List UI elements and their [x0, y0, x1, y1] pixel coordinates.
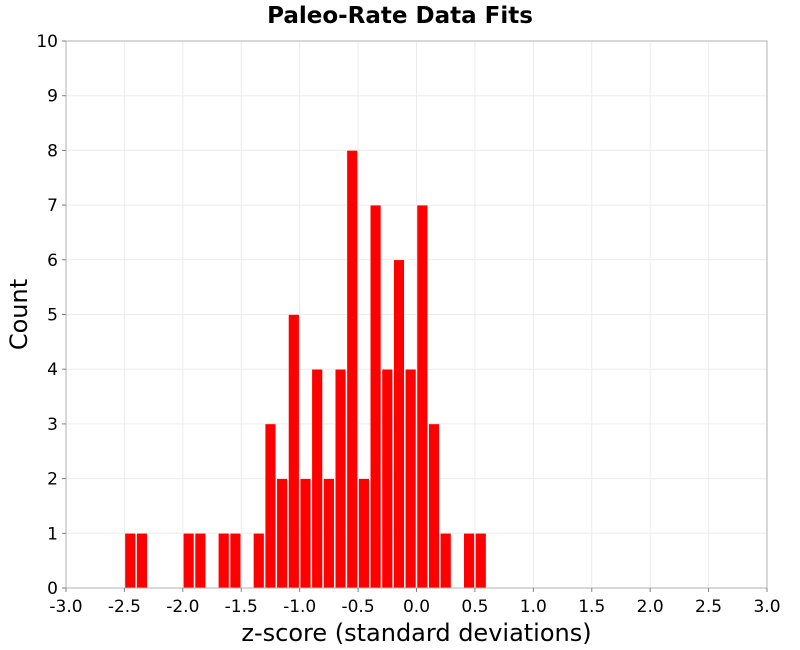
x-tick-label: -0.5	[341, 597, 374, 617]
histogram-bar	[393, 259, 405, 589]
histogram-bar	[288, 314, 300, 589]
y-tick-label: 10	[36, 32, 58, 52]
x-tick-label: -1.0	[283, 597, 316, 617]
chart-title: Paleo-Rate Data Fits	[267, 3, 533, 29]
y-tick-label: 2	[47, 470, 58, 490]
histogram-bar	[416, 204, 428, 589]
histogram-bar	[124, 533, 136, 589]
y-tick-label: 9	[47, 87, 58, 107]
x-tick-label: 2.0	[637, 597, 664, 617]
histogram-bar	[183, 533, 195, 589]
histogram-bar	[440, 533, 452, 589]
histogram-bar	[276, 478, 288, 589]
y-tick-label: 0	[47, 579, 58, 599]
histogram-bar	[218, 533, 230, 589]
histogram-bar	[299, 478, 312, 589]
y-tick-label: 3	[47, 415, 58, 435]
y-axis-label: Count	[5, 279, 33, 350]
y-tick-label: 6	[47, 251, 58, 271]
histogram-bar	[428, 423, 440, 589]
histogram-bar	[463, 533, 475, 589]
x-tick-label: 0.5	[461, 597, 488, 617]
histogram-bar	[381, 368, 393, 589]
x-tick-label: -2.5	[108, 597, 141, 617]
histogram-bars	[124, 150, 487, 589]
x-tick-label: 0.0	[403, 597, 430, 617]
x-tick-label: 2.5	[695, 597, 722, 617]
histogram-bar	[311, 368, 323, 589]
histogram-bar	[264, 423, 277, 589]
histogram-bar	[323, 478, 335, 589]
y-tick-label: 5	[47, 306, 58, 326]
y-tick-label: 4	[47, 360, 58, 380]
grid-lines	[65, 40, 768, 589]
histogram-bar	[334, 368, 347, 589]
histogram-bar	[370, 204, 382, 589]
histogram-bar	[136, 533, 148, 589]
x-tick-label: 1.0	[520, 597, 547, 617]
y-tick-label: 1	[47, 524, 58, 544]
x-tick-label: 1.5	[578, 597, 605, 617]
histogram-bar	[475, 533, 487, 589]
histogram-bar	[358, 478, 370, 589]
x-axis-ticks: -3.0 -2.5 -2.0 -1.5 -1.0 -0.5 0.0 0.5 1.0 1.5 2.0 2…	[49, 588, 781, 617]
x-tick-label: 3.0	[753, 597, 780, 617]
x-tick-label: -1.5	[225, 597, 258, 617]
histogram-bar	[346, 150, 358, 589]
histogram-bar	[194, 533, 206, 589]
x-tick-label: -3.0	[49, 597, 82, 617]
histogram-bar	[405, 368, 417, 589]
y-axis-ticks: 0 1 2 3 4 5 6 7 8 9 10	[36, 32, 66, 599]
y-tick-label: 7	[47, 196, 58, 216]
histogram-bar	[253, 533, 265, 589]
x-axis-label: z-score (standard deviations)	[241, 619, 591, 647]
y-tick-label: 8	[47, 141, 58, 161]
x-tick-label: -2.0	[166, 597, 199, 617]
histogram-bar	[229, 533, 241, 589]
